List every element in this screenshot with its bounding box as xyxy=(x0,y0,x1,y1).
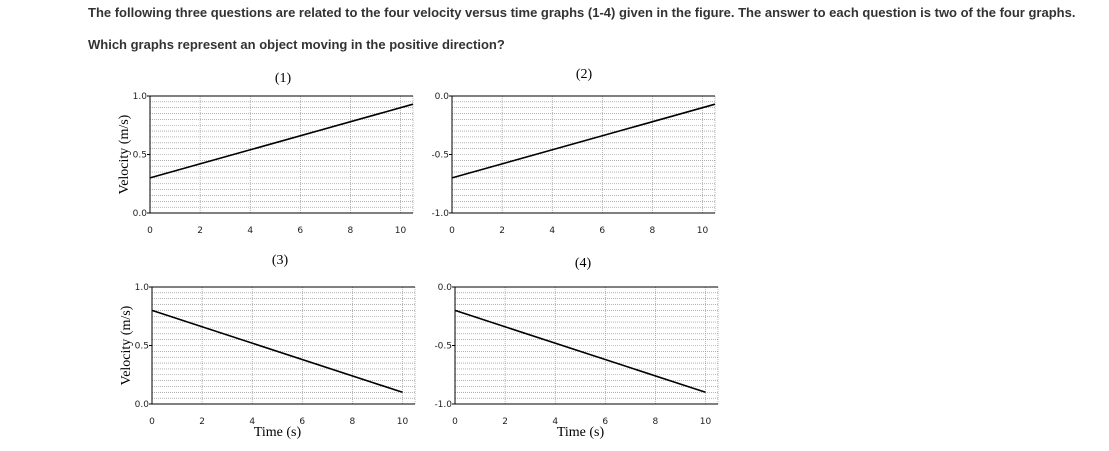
x-tick-label: 10 xyxy=(397,417,409,427)
panel-title: (4) xyxy=(575,256,592,271)
velocity-line xyxy=(451,103,716,179)
x-tick-label: 10 xyxy=(697,226,709,236)
x-tick-label: 4 xyxy=(552,417,558,427)
y-tick-label: 1.0 xyxy=(135,283,150,293)
x-tick-label: 10 xyxy=(395,226,407,236)
panel-title: (2) xyxy=(576,67,593,82)
question-prompt: Which graphs represent an object moving … xyxy=(88,37,505,52)
y-tick-label: 0.0 xyxy=(133,209,148,219)
chart-panel-3: 0.0 0.5 1.0 0 2 4 6 8 10 (3) Velocity (m/s) Time (s… xyxy=(119,253,416,440)
x-tick-label: 0 xyxy=(147,226,153,236)
x-tick-label: 0 xyxy=(452,417,458,427)
x-tick-label: 8 xyxy=(348,226,354,236)
x-tick-label: 8 xyxy=(653,417,659,427)
y-axis-title: Velocity (m/s) xyxy=(117,114,132,194)
y-axis-title: Velocity (m/s) xyxy=(119,305,134,385)
panel-title: (3) xyxy=(272,253,289,268)
x-tick-label: 8 xyxy=(650,226,656,236)
x-tick-label: 4 xyxy=(549,226,555,236)
x-tick-label: 10 xyxy=(700,417,712,427)
y-tick-label: -0.5 xyxy=(431,151,449,161)
y-tick-label: -1.0 xyxy=(434,400,452,410)
chart-panel-1: 0.0 0.5 1.0 0 2 4 6 8 10 (1) Velocity (m/s) xyxy=(117,71,414,236)
chart-panel-2: -1.0 -0.5 0.0 0 2 4 6 8 10 (2) xyxy=(431,67,716,236)
x-tick-label: 2 xyxy=(199,417,205,427)
x-tick-label: 0 xyxy=(149,417,155,427)
x-tick-label: 6 xyxy=(599,226,605,236)
question-intro: The following three questions are relate… xyxy=(88,5,1076,20)
panel-title: (1) xyxy=(275,71,292,86)
chart-panel-4: -1.0 -0.5 0.0 0 2 4 6 8 10 (4) Time (s) xyxy=(434,256,719,440)
velocity-line xyxy=(454,309,706,394)
y-tick-label: 0.0 xyxy=(435,92,450,102)
y-tick-label: -0.5 xyxy=(434,342,452,352)
x-tick-label: 2 xyxy=(197,226,203,236)
y-tick-label: 1.0 xyxy=(133,92,148,102)
x-tick-label: 4 xyxy=(247,226,253,236)
y-tick-label: 0.0 xyxy=(135,400,150,410)
y-tick-label: -1.0 xyxy=(431,209,449,219)
x-axis-title: Time (s) xyxy=(254,425,302,440)
x-tick-label: 8 xyxy=(350,417,356,427)
x-tick-label: 6 xyxy=(602,417,608,427)
y-tick-label: 0.5 xyxy=(135,342,149,352)
velocity-line xyxy=(149,103,414,179)
y-tick-label: 0.5 xyxy=(133,151,147,161)
y-tick-label: 0.0 xyxy=(438,283,453,293)
x-tick-label: 0 xyxy=(449,226,455,236)
x-axis-title: Time (s) xyxy=(557,425,605,440)
velocity-line xyxy=(151,309,403,394)
x-tick-label: 2 xyxy=(502,417,508,427)
x-tick-label: 6 xyxy=(297,226,303,236)
x-tick-label: 4 xyxy=(249,417,255,427)
x-tick-label: 2 xyxy=(499,226,505,236)
x-tick-label: 6 xyxy=(299,417,305,427)
